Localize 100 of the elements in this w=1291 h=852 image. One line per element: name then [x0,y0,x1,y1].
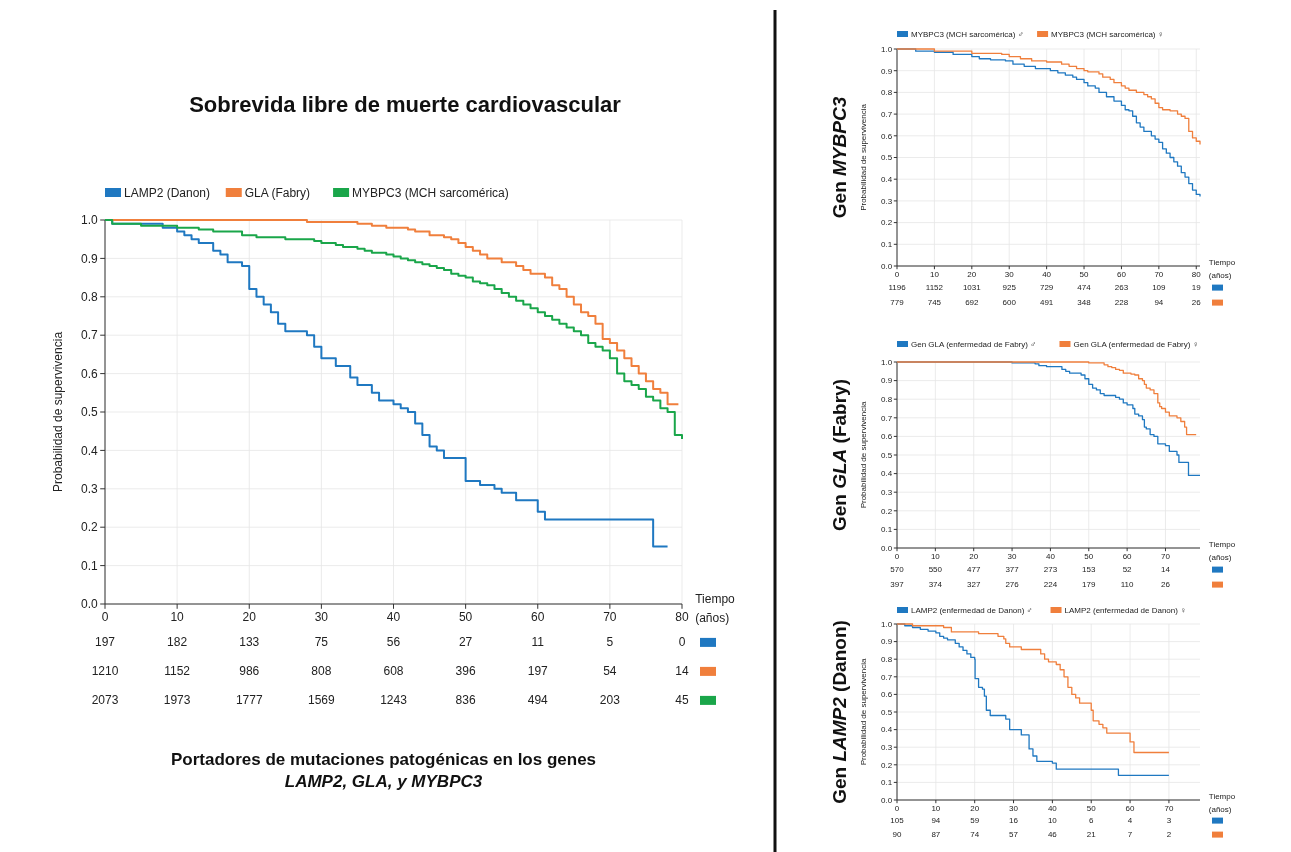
text: 75 [314,635,329,649]
x-tick-label: 10 [931,804,941,814]
text: Gen GLA (Fabry) [829,378,850,532]
text: 377 [1005,565,1020,574]
text: 19 [1191,283,1202,292]
x-tick-label: 80 [675,609,689,624]
y-tick-label: 0.0 [81,597,99,612]
y-tick-label: 0.4 [881,725,893,735]
x-tick-label: 80 [1191,270,1202,280]
y-tick-label: 0.3 [881,196,893,206]
text: 477 [967,565,981,574]
y-tick-label: 0.6 [881,432,893,442]
y-tick-label: 0.8 [81,290,99,304]
y-tick-label: 1.0 [881,619,893,629]
x-tick-label: 10 [930,552,941,562]
y-tick-label: 0.1 [881,525,893,535]
text: 1243 [380,693,408,707]
y-tick-label: 0.6 [881,131,893,141]
y-tick-label: 0.2 [81,520,99,535]
text: 273 [1043,565,1058,574]
y-tick-label: 0.3 [81,482,99,496]
x-tick-label: 70 [1164,804,1174,814]
y-tick-label: 0.6 [81,366,99,381]
y-tick-label: 0.8 [881,655,893,664]
text: 14 [675,664,689,678]
y-tick-label: 0.7 [881,109,893,119]
text: 276 [1005,580,1020,589]
text: 491 [1039,298,1054,307]
text: 87 [931,830,941,839]
y-tick-label: 0.8 [881,88,893,98]
x-tick-label: 50 [1084,552,1094,562]
text: 374 [928,580,943,589]
text: LAMP2, GLA, y MYBPC3 [284,772,483,791]
text: Gen MYBPC3 [829,96,850,219]
legend-label: LAMP2 (enfermedad de Danon) ♂ [911,606,1033,615]
text: 6 [1089,816,1094,825]
y-tick-label: 0.7 [881,413,893,423]
y-tick-label: 1.0 [81,213,99,228]
text: 59 [970,816,980,825]
text: 1973 [163,693,191,707]
x-axis-title: Tiempo (años) [1208,540,1236,562]
text: 1569 [308,693,336,707]
y-tick-label: 0.6 [881,690,893,700]
x-tick-label: 20 [969,552,979,562]
text: 692 [965,298,980,307]
x-tick-label: 20 [967,270,977,280]
y-tick-label: 0.1 [881,240,893,250]
text: 2073 [91,693,119,707]
text: 7 [1127,830,1133,839]
x-tick-label: 30 [1009,804,1019,814]
y-tick-label: 0.3 [881,743,893,752]
text: 46 [1047,830,1058,839]
text: 779 [890,298,905,307]
y-tick-label: 1.0 [881,357,893,367]
text: 14 [1161,565,1171,574]
text: 27 [458,635,473,649]
x-tick-label: 70 [1161,552,1171,562]
y-tick-label: 0.9 [881,66,893,76]
x-tick-label: 60 [531,609,545,624]
text: 110 [1120,580,1135,589]
x-tick-label: 50 [1079,270,1090,280]
chart-title: Sobrevida libre de muerte cardiovascular [189,92,622,117]
y-tick-label: 0.0 [881,543,893,553]
x-tick-label: 60 [1122,552,1133,562]
text: 179 [1082,580,1096,589]
y-tick-label: 0.3 [881,488,893,497]
x-tick-label: 70 [603,609,617,624]
y-tick-label: 0.1 [881,778,893,788]
y-tick-label: 0.5 [881,707,893,717]
text: 1777 [235,693,263,707]
text: 1196 [888,283,907,292]
text: 836 [455,693,476,707]
y-tick-label: 0.8 [881,395,893,404]
text: 94 [1154,298,1164,307]
x-tick-label: 20 [970,804,980,814]
text: 600 [1002,298,1017,307]
text: 808 [311,664,332,678]
x-tick-label: 30 [1007,552,1018,562]
y-tick-label: 0.4 [881,469,893,479]
text: 54 [603,664,617,678]
legend-label: MYBPC3 (MCH sarcomérica) [352,186,509,200]
y-tick-label: 0.4 [81,443,99,458]
text: 224 [1043,580,1058,589]
y-tick-label: 0.1 [81,558,99,573]
x-tick-label: 0 [101,609,109,624]
x-tick-label: 70 [1154,270,1164,280]
x-tick-label: 10 [170,609,185,624]
text: 396 [455,664,476,678]
y-tick-label: 0.0 [881,795,893,805]
y-tick-label: 0.4 [881,175,893,184]
text: 2 [1166,830,1172,839]
x-tick-label: 0 [894,270,900,280]
text: 90 [892,830,902,839]
text: 0 [678,635,686,649]
x-tick-label: 50 [458,609,473,624]
text: 263 [1114,283,1129,292]
x-tick-label: 30 [1004,270,1015,280]
y-tick-label: 0.5 [81,405,99,420]
text: 228 [1114,298,1129,307]
y-tick-label: 0.7 [81,328,99,343]
